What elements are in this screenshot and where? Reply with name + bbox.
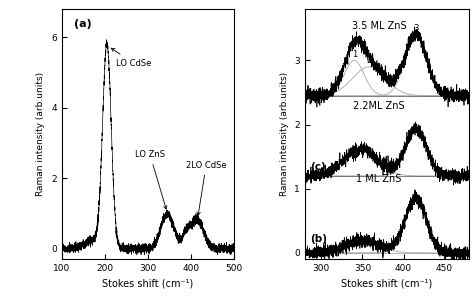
Text: (c): (c) <box>310 162 326 172</box>
Text: 2.2ML ZnS: 2.2ML ZnS <box>353 101 405 111</box>
Text: 3.5 ML ZnS: 3.5 ML ZnS <box>352 21 406 31</box>
X-axis label: Stokes shift (cm⁻¹): Stokes shift (cm⁻¹) <box>341 279 433 289</box>
Text: 1: 1 <box>352 50 357 59</box>
Y-axis label: Raman intensity (arb.units): Raman intensity (arb.units) <box>36 72 46 196</box>
Text: 2: 2 <box>366 56 372 65</box>
Text: (d): (d) <box>310 89 327 99</box>
Text: 1 ML ZnS: 1 ML ZnS <box>356 174 401 184</box>
X-axis label: Stokes shift (cm⁻¹): Stokes shift (cm⁻¹) <box>102 279 193 289</box>
Text: (b): (b) <box>310 234 327 244</box>
Y-axis label: Raman intensity (arb.units): Raman intensity (arb.units) <box>280 72 289 196</box>
Text: LO ZnS: LO ZnS <box>135 150 167 209</box>
Text: (a): (a) <box>73 19 91 29</box>
Text: 2LO CdSe: 2LO CdSe <box>186 161 227 215</box>
Text: LO CdSe: LO CdSe <box>111 48 151 67</box>
Text: 3: 3 <box>413 24 419 33</box>
